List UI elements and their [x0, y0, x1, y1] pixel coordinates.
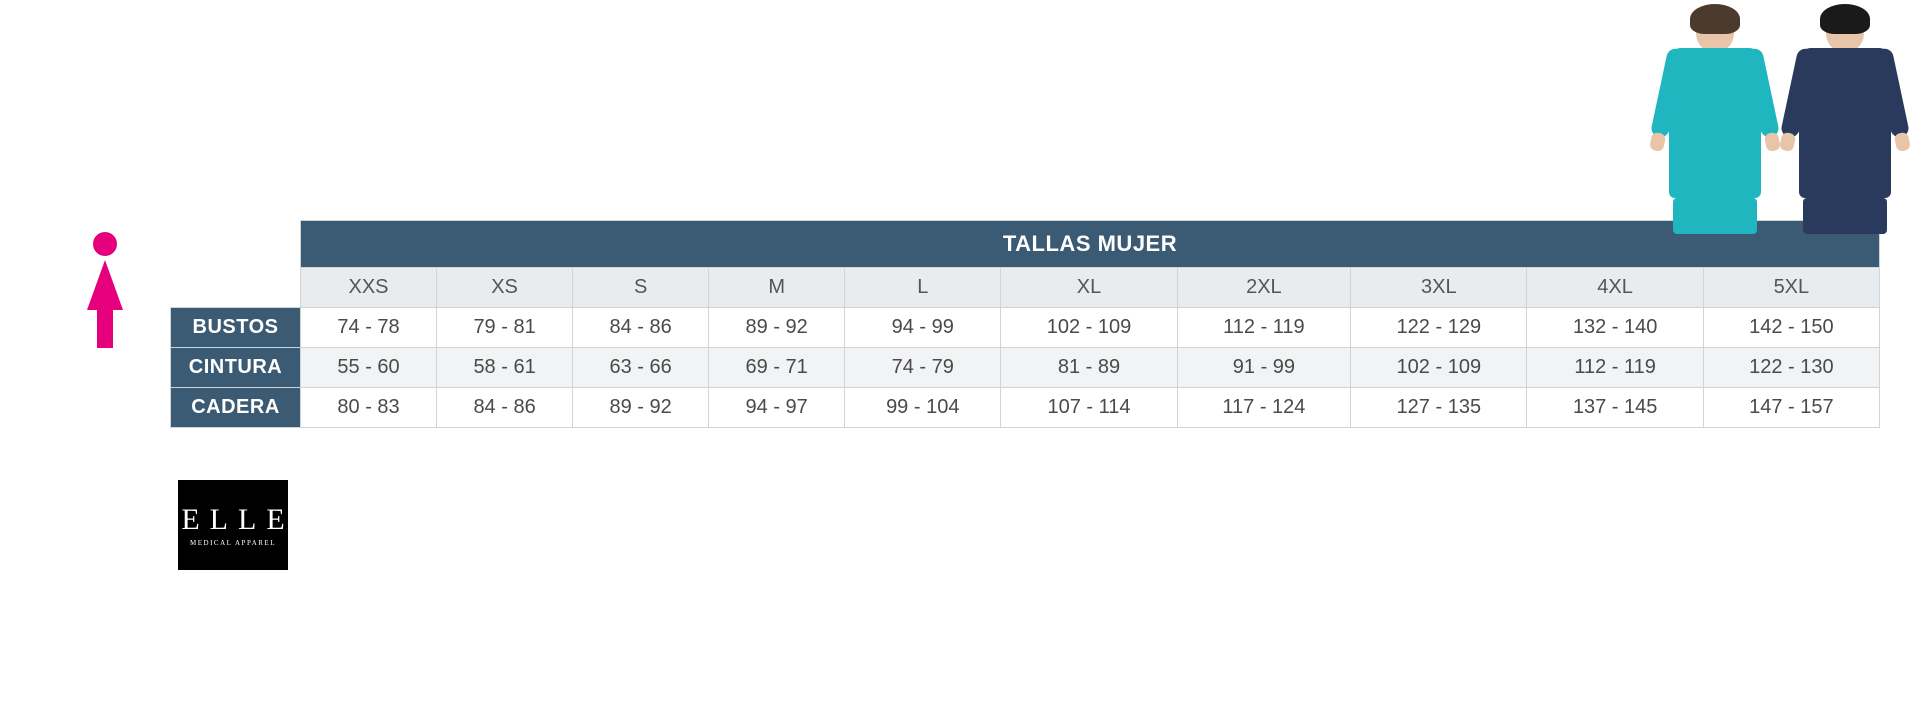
size-header: 4XL: [1527, 268, 1703, 308]
brand-name: ELLE: [171, 503, 294, 537]
size-header: 5XL: [1703, 268, 1879, 308]
table-row: CINTURA 55 - 60 58 - 61 63 - 66 69 - 71 …: [171, 348, 1880, 388]
cell: 91 - 99: [1177, 348, 1351, 388]
model-teal: [1660, 10, 1770, 260]
cell: 122 - 129: [1351, 308, 1527, 348]
table-row: BUSTOS 74 - 78 79 - 81 84 - 86 89 - 92 9…: [171, 308, 1880, 348]
cell: 147 - 157: [1703, 388, 1879, 428]
cell: 112 - 119: [1527, 348, 1703, 388]
cell: 127 - 135: [1351, 388, 1527, 428]
model-navy: [1790, 10, 1900, 260]
cell: 107 - 114: [1001, 388, 1177, 428]
size-header: 3XL: [1351, 268, 1527, 308]
cell: 94 - 97: [709, 388, 845, 428]
cell: 58 - 61: [437, 348, 573, 388]
cell: 89 - 92: [573, 388, 709, 428]
cell: 117 - 124: [1177, 388, 1351, 428]
cell: 102 - 109: [1001, 308, 1177, 348]
cell: 79 - 81: [437, 308, 573, 348]
brand-sub: MEDICAL APPAREL: [190, 539, 276, 547]
row-label: CADERA: [171, 388, 301, 428]
size-header: 2XL: [1177, 268, 1351, 308]
cell: 74 - 79: [845, 348, 1001, 388]
cell: 99 - 104: [845, 388, 1001, 428]
cell: 84 - 86: [437, 388, 573, 428]
size-header: XS: [437, 268, 573, 308]
cell: 69 - 71: [709, 348, 845, 388]
row-label: BUSTOS: [171, 308, 301, 348]
cell: 94 - 99: [845, 308, 1001, 348]
spacer: [171, 221, 301, 268]
cell: 63 - 66: [573, 348, 709, 388]
cell: 84 - 86: [573, 308, 709, 348]
size-header: M: [709, 268, 845, 308]
size-header: XL: [1001, 268, 1177, 308]
table-title: TALLAS MUJER: [301, 221, 1880, 268]
cell: 102 - 109: [1351, 348, 1527, 388]
cell: 89 - 92: [709, 308, 845, 348]
table-row: CADERA 80 - 83 84 - 86 89 - 92 94 - 97 9…: [171, 388, 1880, 428]
size-header: S: [573, 268, 709, 308]
size-table: TALLAS MUJER XXS XS S M L XL 2XL 3XL 4XL…: [170, 220, 1880, 428]
cell: 74 - 78: [301, 308, 437, 348]
sizes-row: XXS XS S M L XL 2XL 3XL 4XL 5XL: [171, 268, 1880, 308]
cell: 122 - 130: [1703, 348, 1879, 388]
size-header: XXS: [301, 268, 437, 308]
spacer: [171, 268, 301, 308]
cell: 55 - 60: [301, 348, 437, 388]
brand-badge: ELLE MEDICAL APPAREL: [178, 480, 288, 570]
female-icon: [75, 230, 135, 350]
cell: 137 - 145: [1527, 388, 1703, 428]
cell: 80 - 83: [301, 388, 437, 428]
cell: 81 - 89: [1001, 348, 1177, 388]
model-images: [1660, 10, 1900, 260]
row-label: CINTURA: [171, 348, 301, 388]
cell: 112 - 119: [1177, 308, 1351, 348]
size-header: L: [845, 268, 1001, 308]
cell: 142 - 150: [1703, 308, 1879, 348]
cell: 132 - 140: [1527, 308, 1703, 348]
